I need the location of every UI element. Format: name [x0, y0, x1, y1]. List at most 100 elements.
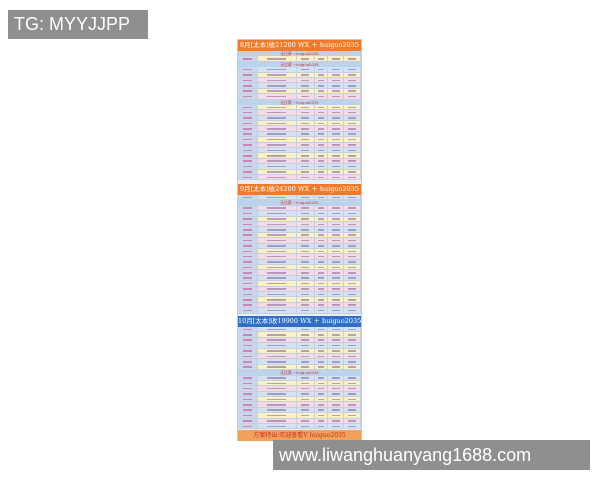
table-row — [238, 131, 361, 138]
table-cell — [344, 104, 361, 110]
table-cell — [315, 83, 329, 88]
table-cell — [297, 402, 315, 407]
table-cell — [344, 397, 361, 402]
table-cell — [315, 402, 329, 407]
table-cell — [328, 243, 345, 248]
table-cell — [315, 337, 329, 343]
table-row — [238, 375, 361, 381]
table-cell — [238, 375, 258, 380]
table-cell — [258, 297, 297, 302]
table-cell — [315, 158, 329, 164]
table-cell — [344, 292, 361, 297]
table-row — [238, 407, 361, 414]
table-cell — [315, 56, 329, 61]
table-cell — [344, 238, 361, 243]
table-row — [238, 270, 361, 276]
table-cell — [238, 94, 258, 99]
no-match-separator: 无比赛 ~huiguo2035 — [238, 51, 361, 57]
table-cell — [258, 243, 297, 248]
table-cell — [297, 327, 315, 332]
table-cell — [297, 232, 315, 238]
table-cell — [328, 375, 345, 380]
table-row — [238, 332, 361, 338]
table-cell — [315, 292, 329, 297]
table-cell — [344, 308, 361, 313]
table-cell — [315, 281, 329, 286]
table-cell — [344, 275, 361, 281]
table-cell — [238, 254, 258, 259]
table-cell — [297, 205, 315, 211]
table-cell — [258, 348, 297, 353]
table-row — [238, 413, 361, 419]
section-rows-october: 无比赛 ~huiguo2035 — [238, 327, 361, 430]
table-cell — [328, 174, 345, 180]
table-cell — [344, 142, 361, 148]
table-row — [238, 391, 361, 398]
table-cell — [344, 148, 361, 153]
table-row — [238, 302, 361, 309]
table-cell — [344, 115, 361, 121]
table-cell — [258, 359, 297, 364]
table-cell — [297, 270, 315, 275]
table-cell — [258, 397, 297, 402]
section-header-september: 9月[太本]收24200 WX ＋ huiguo2035 — [238, 184, 361, 195]
table-cell — [315, 126, 329, 131]
table-cell — [344, 418, 361, 424]
table-cell — [238, 297, 258, 302]
table-cell — [297, 407, 315, 413]
table-cell — [238, 137, 258, 142]
table-cell — [297, 238, 315, 243]
table-cell — [328, 56, 345, 61]
table-cell — [258, 137, 297, 142]
table-cell — [328, 297, 345, 302]
table-cell — [238, 413, 258, 418]
table-cell — [297, 364, 315, 370]
table-cell — [344, 424, 361, 429]
table-cell — [238, 131, 258, 137]
table-cell — [328, 94, 345, 99]
table-row — [238, 121, 361, 127]
table-cell — [258, 216, 297, 221]
table-cell — [238, 174, 258, 180]
table-row — [238, 77, 361, 84]
table-cell — [315, 164, 329, 169]
table-cell — [344, 386, 361, 391]
table-cell — [315, 424, 329, 429]
table-row — [238, 292, 361, 298]
table-row — [238, 243, 361, 249]
table-cell — [328, 221, 345, 227]
table-cell — [238, 164, 258, 169]
table-cell — [328, 67, 345, 72]
table-cell — [328, 232, 345, 238]
table-row — [238, 195, 361, 201]
table-cell — [315, 67, 329, 72]
table-cell — [344, 67, 361, 72]
table-cell — [328, 327, 345, 332]
table-cell — [328, 353, 345, 359]
table-cell — [258, 211, 297, 216]
table-cell — [258, 227, 297, 232]
table-cell — [315, 297, 329, 302]
table-row — [238, 359, 361, 365]
table-cell — [258, 259, 297, 265]
table-cell — [344, 137, 361, 142]
table-cell — [328, 359, 345, 364]
table-cell — [297, 211, 315, 216]
table-cell — [238, 364, 258, 370]
table-cell — [344, 164, 361, 169]
table-cell — [315, 386, 329, 391]
table-cell — [258, 67, 297, 72]
table-cell — [297, 275, 315, 281]
telegram-watermark: TG: MYYJJPP — [8, 10, 148, 39]
table-cell — [315, 413, 329, 418]
table-cell — [238, 407, 258, 413]
table-cell — [344, 94, 361, 99]
table-row — [238, 153, 361, 159]
table-cell — [238, 148, 258, 153]
section-header-october: 10月[太本]收19900 WX ＋ huiguo2035 — [238, 316, 361, 327]
table-cell — [315, 265, 329, 270]
table-cell — [258, 121, 297, 126]
no-match-separator: 无比赛 ~huiguo2035 — [238, 370, 361, 376]
table-row — [238, 308, 361, 314]
table-cell — [258, 308, 297, 313]
